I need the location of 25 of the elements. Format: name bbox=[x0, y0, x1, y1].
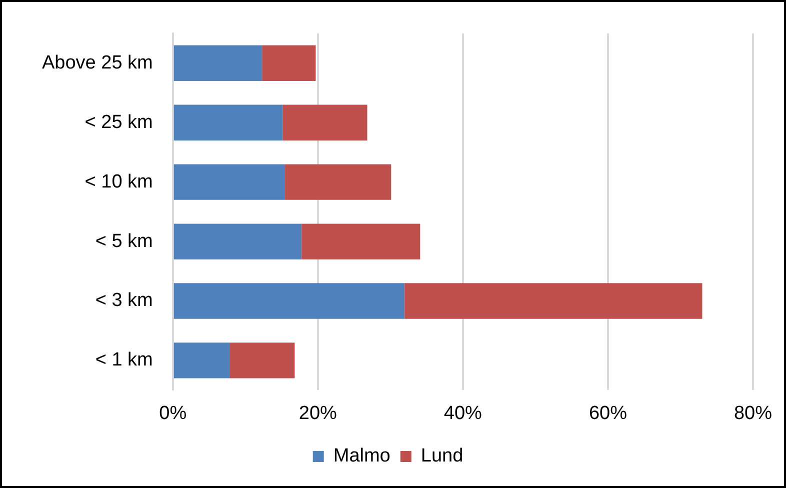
x-tick-label: 20% bbox=[298, 402, 338, 424]
bar bbox=[174, 342, 230, 378]
legend-label: Malmo bbox=[333, 446, 390, 467]
legend-label: Lund bbox=[420, 446, 464, 467]
y-tick-label: < 5 km bbox=[95, 230, 153, 252]
y-tick-label: Above 25 km bbox=[42, 52, 153, 74]
y-tick-label: < 10 km bbox=[84, 171, 153, 192]
bar bbox=[174, 283, 404, 319]
x-tick-label: 60% bbox=[588, 402, 628, 424]
bar bbox=[404, 283, 702, 319]
bar bbox=[174, 104, 282, 140]
x-tick-label: 0% bbox=[159, 402, 187, 424]
bar bbox=[282, 104, 368, 140]
bar bbox=[174, 45, 262, 81]
x-tick-label: 40% bbox=[444, 402, 482, 424]
y-tick-label: < 1 km bbox=[95, 350, 153, 371]
bar bbox=[301, 224, 420, 260]
bar bbox=[174, 164, 285, 200]
y-tick-label: < 25 km bbox=[84, 112, 153, 133]
bar bbox=[262, 45, 316, 81]
bar bbox=[174, 224, 302, 260]
bar bbox=[229, 342, 295, 378]
y-tick-label: < 3 km bbox=[95, 290, 153, 312]
bar bbox=[284, 164, 392, 200]
x-tick-label: 80% bbox=[734, 402, 772, 424]
